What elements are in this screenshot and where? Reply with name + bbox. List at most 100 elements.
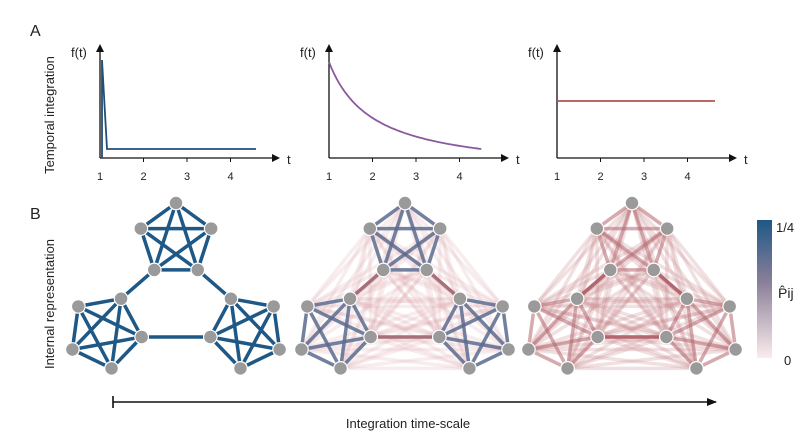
- cross-edge: [567, 347, 736, 371]
- cross-edge: [370, 335, 470, 371]
- kernel-curve: [328, 61, 482, 150]
- cross-edge: [370, 304, 504, 339]
- cross-edge: [566, 227, 669, 370]
- cluster-edge: [666, 335, 736, 352]
- colorbar: 1/4 0 P̂ij: [757, 220, 794, 368]
- cross-edge: [595, 227, 668, 338]
- t-axis-label: t: [744, 152, 748, 167]
- network-node: [333, 361, 348, 376]
- cross-edge: [369, 227, 442, 338]
- tick-label: 4: [227, 171, 233, 183]
- network-node: [432, 221, 448, 236]
- cluster-edge: [685, 297, 737, 351]
- f-axis-label: f(t): [71, 45, 87, 60]
- cross-edge: [306, 201, 407, 308]
- cluster-edge: [665, 304, 731, 339]
- cluster-edge: [238, 305, 276, 370]
- cross-edge: [533, 268, 612, 308]
- cluster-edge: [528, 335, 598, 352]
- cross-edge: [425, 268, 504, 308]
- temporal-integration-label: Temporal integration: [42, 56, 57, 174]
- cluster-edge: [565, 298, 579, 369]
- t-axis-label: t: [516, 152, 520, 167]
- cross-edge: [349, 297, 441, 339]
- network-node: [299, 298, 315, 314]
- network-node: [689, 361, 704, 376]
- network-node: [419, 262, 435, 278]
- network-long: [520, 195, 744, 376]
- cluster-edge: [439, 335, 509, 352]
- cross-edge: [301, 347, 470, 371]
- time-scale-label: Integration time-scale: [346, 416, 470, 431]
- network-node: [520, 342, 536, 357]
- cross-edge: [369, 268, 429, 339]
- cross-edge: [597, 335, 697, 371]
- cross-edge: [307, 296, 460, 309]
- network-node: [113, 291, 129, 307]
- cluster-edge: [153, 227, 213, 272]
- network-medium: [293, 195, 517, 376]
- cluster-edge: [210, 335, 280, 352]
- cross-edge: [630, 201, 731, 308]
- network-node: [728, 342, 744, 357]
- network-node: [452, 291, 468, 307]
- cluster-edge: [77, 304, 143, 339]
- cluster-edge: [630, 202, 656, 271]
- cross-edge: [381, 268, 441, 339]
- cross-edge: [596, 227, 669, 338]
- cross-edge: [595, 227, 737, 351]
- cross-edge: [652, 268, 731, 308]
- cross-edge: [306, 304, 440, 339]
- network-node: [104, 361, 119, 376]
- y-axis-arrow: [325, 44, 333, 52]
- cluster-edge: [229, 298, 243, 369]
- cluster-edge: [139, 227, 199, 272]
- cross-edge: [368, 227, 510, 351]
- kernel-plot-2: f(t) t 1 2 3 4: [300, 44, 520, 183]
- tick-label: 1: [554, 171, 560, 183]
- network-node: [624, 195, 640, 211]
- tick-label: 4: [456, 171, 462, 183]
- f-axis-label: f(t): [528, 45, 544, 60]
- cluster-edge: [72, 335, 142, 352]
- network-node: [134, 329, 150, 345]
- network-node: [342, 291, 358, 307]
- cluster-edge: [527, 297, 579, 351]
- cross-edge: [577, 296, 730, 309]
- network-node: [602, 262, 618, 278]
- network-node: [560, 361, 575, 376]
- network-node: [293, 342, 309, 357]
- tick-label: 3: [184, 171, 190, 183]
- cross-edge: [665, 227, 732, 308]
- cross-edge: [382, 268, 461, 301]
- cluster-edge: [300, 297, 352, 351]
- cluster-edge: [458, 298, 472, 369]
- cluster-edge: [338, 298, 352, 369]
- cross-edge: [609, 268, 731, 309]
- t-axis-label: t: [287, 152, 291, 167]
- network-node: [168, 195, 184, 211]
- cross-edge: [349, 268, 428, 301]
- cross-edge: [575, 228, 599, 300]
- cross-edge: [665, 227, 738, 351]
- cross-edge: [609, 268, 688, 301]
- x-axis-arrow: [501, 154, 509, 162]
- cross-edge: [348, 228, 372, 300]
- cluster-edge: [209, 304, 275, 339]
- network-node: [363, 329, 379, 345]
- y-axis-arrow: [553, 44, 561, 52]
- cross-edge: [403, 201, 504, 308]
- network-node: [70, 298, 86, 314]
- network-node: [133, 221, 149, 236]
- cross-edge: [350, 296, 503, 309]
- cross-edge: [576, 297, 698, 370]
- cluster-edge: [608, 202, 634, 271]
- tick-label: 3: [413, 171, 419, 183]
- network-node: [375, 262, 391, 278]
- cluster-edge: [76, 305, 114, 370]
- cross-edge: [339, 297, 461, 370]
- cross-edge: [425, 269, 442, 338]
- cluster-edge: [152, 202, 178, 271]
- cross-edge: [306, 268, 428, 309]
- cross-edge: [368, 227, 441, 338]
